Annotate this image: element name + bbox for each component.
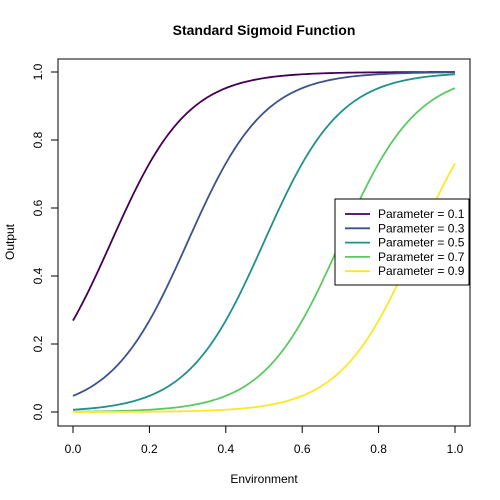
series-line [72,71,456,397]
y-tick-label: 0.8 [31,131,45,148]
x-axis: 0.0 0.2 0.4 0.6 0.8 1.0 [65,425,464,456]
series-line [72,87,456,413]
legend-label: Parameter = 0.1 [378,207,465,221]
y-axis: 0.0 0.2 0.4 0.6 0.8 1.0 [31,63,59,420]
y-tick-label: 0.6 [31,199,45,216]
series-line [72,163,456,413]
y-tick-label: 0.4 [31,267,45,284]
y-tick-label: 0.2 [31,335,45,352]
series-lines [72,71,456,413]
x-tick-label: 0.2 [141,442,158,456]
chart-title: Standard Sigmoid Function [173,22,356,38]
y-tick-label: 0.0 [31,403,45,420]
x-tick-label: 0.4 [217,442,234,456]
series-line [72,71,456,321]
legend-label: Parameter = 0.3 [378,221,465,235]
y-tick-label: 1.0 [31,63,45,80]
legend-label: Parameter = 0.7 [378,250,465,264]
x-tick-label: 0.6 [294,442,311,456]
x-tick-label: 0.0 [65,442,82,456]
x-axis-label: Environment [230,472,298,486]
legend-label: Parameter = 0.9 [378,264,465,278]
x-tick-label: 1.0 [447,442,464,456]
x-tick-label: 0.8 [370,442,387,456]
y-axis-label: Output [3,223,17,260]
series-line [72,73,456,411]
legend-label: Parameter = 0.5 [378,236,465,250]
